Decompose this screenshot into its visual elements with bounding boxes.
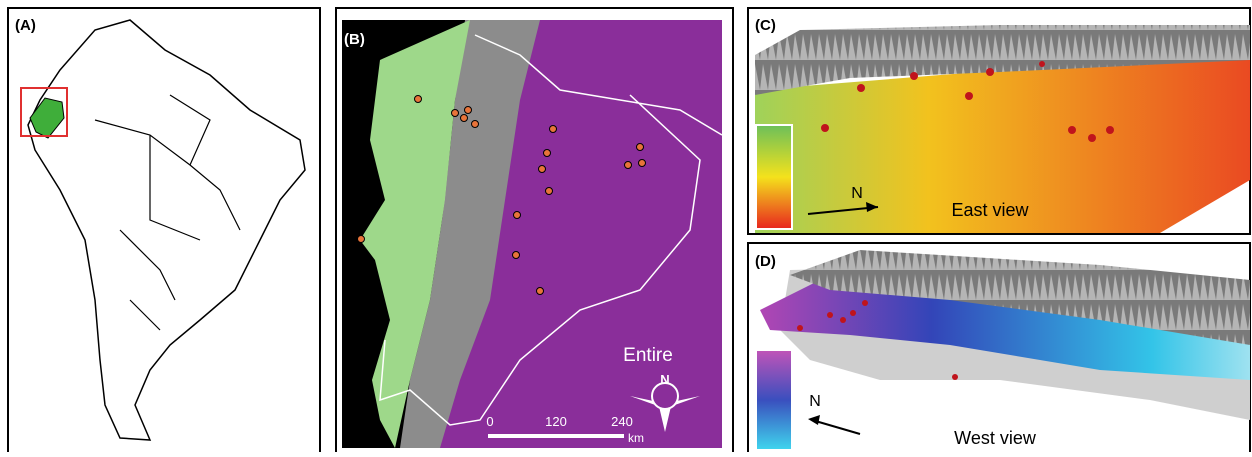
mountains bbox=[790, 250, 1250, 345]
terrain-surface bbox=[760, 280, 1250, 380]
sample-sites bbox=[357, 95, 646, 295]
panel-d: N West view (D) bbox=[747, 242, 1251, 455]
north-arrow bbox=[811, 419, 861, 435]
scale-tick: 120 bbox=[545, 414, 567, 429]
north-arrow bbox=[807, 206, 879, 215]
panel-label: (A) bbox=[15, 17, 36, 34]
panel-b: Entire N 0 120 240 km (B) bbox=[335, 7, 734, 455]
color-legend bbox=[755, 124, 793, 230]
continent-outline bbox=[27, 19, 306, 441]
north-label: N bbox=[809, 393, 821, 410]
panel-label: (B) bbox=[344, 31, 365, 48]
mountains bbox=[755, 25, 1250, 95]
sample-sites bbox=[797, 300, 958, 380]
panel-label: (C) bbox=[755, 17, 776, 34]
ecuador bbox=[29, 97, 65, 139]
country-borders bbox=[94, 94, 241, 331]
study-area-box bbox=[20, 87, 68, 137]
scale-tick: 240 bbox=[611, 414, 633, 429]
compass-circle bbox=[651, 382, 679, 410]
scale-tick: 0 bbox=[486, 414, 493, 429]
scale-bar bbox=[488, 434, 624, 438]
panel-a: (A) bbox=[7, 7, 321, 455]
coastal-lowland bbox=[360, 20, 470, 448]
sample-sites bbox=[821, 61, 1114, 142]
north-arrowhead bbox=[866, 202, 878, 212]
caption: West view bbox=[954, 428, 1037, 448]
boundary-lines bbox=[379, 34, 723, 426]
compass-label: N bbox=[660, 372, 669, 387]
panel-c: N East view (C) bbox=[747, 7, 1251, 235]
north-arrowhead bbox=[808, 415, 820, 425]
terrain-surface bbox=[755, 50, 1250, 233]
caption: Entire bbox=[623, 345, 673, 366]
panel-label: (D) bbox=[755, 253, 776, 270]
north-label: N bbox=[851, 185, 863, 202]
color-legend bbox=[755, 349, 793, 451]
andes bbox=[400, 20, 540, 448]
caption: East view bbox=[951, 200, 1029, 220]
scale-unit: km bbox=[628, 431, 644, 445]
